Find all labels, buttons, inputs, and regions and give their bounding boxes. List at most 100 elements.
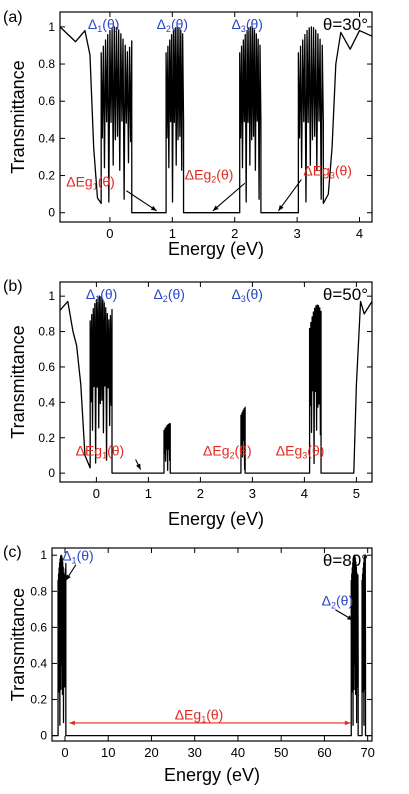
x-axis-label: Energy (eV): [168, 239, 264, 259]
label-sub: 3: [241, 24, 246, 34]
label-arg: (θ): [102, 16, 119, 32]
label-arg: (θ): [77, 548, 94, 564]
transmittance-curve: [52, 554, 372, 737]
gap-arrow-2-shaft: [212, 182, 246, 212]
x-tick-label: 2: [197, 486, 204, 501]
transmittance-curve: [59, 26, 373, 214]
angle-label: θ=50°: [323, 285, 368, 304]
x-tick-label: 1: [145, 486, 152, 501]
band-label-2: Δ2(θ): [157, 16, 189, 34]
gap-arrow-3-head: [278, 205, 284, 211]
gap-arrow-3: [277, 179, 302, 212]
label-sub: 3: [241, 294, 246, 304]
plot-frame: [59, 281, 373, 483]
label-main: ΔEg: [76, 442, 102, 458]
label-arg: (θ): [307, 442, 324, 458]
label-sub: 3: [302, 450, 307, 460]
label-main: ΔEg: [203, 442, 229, 458]
plot-frame: [59, 11, 373, 223]
band-label-2: Δ2(θ): [322, 593, 354, 611]
label-main: Δ: [86, 286, 95, 302]
gap-label-3: ΔEg3(θ): [276, 442, 325, 460]
label-main: ΔEg: [303, 163, 329, 179]
x-tick-label: 30: [187, 745, 201, 760]
band-label-2: Δ2(θ): [153, 286, 185, 304]
label-main: ΔEg: [185, 166, 211, 182]
gap-label-3: ΔEg3(θ): [303, 163, 352, 181]
gap-arrow-1-shaft: [125, 190, 158, 212]
label-arg: (θ): [246, 16, 263, 32]
label-arg: (θ): [98, 174, 115, 190]
label-sub: 2: [211, 174, 216, 184]
panel-label: (a): [3, 9, 23, 26]
x-tick-label: 70: [360, 745, 374, 760]
gap-label-1: ΔEg1(θ): [66, 174, 115, 192]
gap-double-arrow: [69, 720, 351, 726]
panel-2: 0 1 2 3 4 5 0 0.2 0.4 0.6 0.8 1 Energy (eV) Transmitt…: [3, 278, 373, 529]
gap-arrow-1-head: [150, 205, 157, 211]
label-arg: (θ): [246, 286, 263, 302]
band-label-3: Δ3(θ): [231, 286, 263, 304]
x-tick-label: 0: [93, 486, 100, 501]
panel-3: 0 10 20 30 40 50 60 70 0 0.2 0.4 0.6 0.8 1 Energy (eV)…: [3, 544, 375, 785]
label-arg: (θ): [171, 16, 188, 32]
y-tick-label: 0.6: [38, 360, 55, 374]
x-tick-label: 10: [101, 745, 115, 760]
y-tick-label: 1: [48, 289, 55, 303]
x-tick-label: 1: [169, 226, 176, 241]
x-tick-label: 4: [356, 226, 363, 241]
label-sub: 2: [166, 24, 171, 34]
y-tick-label: 0.4: [38, 395, 55, 409]
label-main: Δ: [88, 16, 97, 32]
y-tick-label: 0: [48, 466, 55, 480]
x-tick-label: 3: [249, 486, 256, 501]
label-main: Δ: [153, 286, 162, 302]
panel-label: (b): [3, 278, 23, 295]
label-sub: 2: [163, 294, 168, 304]
gap-double-arrow-head: [69, 720, 75, 726]
y-tick-label: 0.8: [30, 584, 47, 598]
gap-arrow-1-head: [136, 463, 141, 470]
label-arg: (θ): [336, 593, 353, 609]
gap-arrow-1: [125, 190, 158, 212]
y-tick-label: 1: [48, 20, 55, 34]
band-arrow-1: [65, 564, 77, 581]
plot-frame: [51, 547, 373, 742]
y-tick-label: 0.2: [38, 169, 55, 183]
y-tick-label: 0.2: [30, 693, 47, 707]
angle-label: θ=30°: [323, 15, 368, 34]
x-tick-label: 2: [231, 226, 238, 241]
label-sub: 1: [95, 294, 100, 304]
gap-arrow-1: [135, 459, 142, 470]
y-tick-label: 0: [40, 729, 47, 743]
y-tick-label: 0.4: [38, 131, 55, 145]
band-label-3: Δ3(θ): [231, 16, 263, 34]
y-tick-label: 0.8: [38, 57, 55, 71]
y-tick-label: 0.6: [30, 620, 47, 634]
band-label-1: Δ1(θ): [88, 16, 120, 34]
y-axis-label: Transmittance: [8, 60, 28, 173]
x-axis-label: Energy (eV): [168, 509, 264, 529]
label-main: Δ: [231, 16, 240, 32]
gap-arrow-2: [212, 182, 246, 212]
gap-arrow-2-head: [212, 205, 219, 211]
x-tick-label: 3: [294, 226, 301, 241]
label-arg: (θ): [335, 163, 352, 179]
band-arrow-2: [335, 609, 354, 621]
y-tick-label: 0.4: [30, 656, 47, 670]
x-tick-label: 20: [144, 745, 158, 760]
y-tick-label: 0.6: [38, 94, 55, 108]
x-tick-label: 60: [317, 745, 331, 760]
label-main: Δ: [231, 286, 240, 302]
label-sub: 2: [229, 450, 234, 460]
x-axis-label: Energy (eV): [164, 765, 260, 785]
x-tick-label: 5: [353, 486, 360, 501]
x-tick-label: 4: [301, 486, 308, 501]
label-arg: (θ): [168, 286, 185, 302]
y-tick-label: 1: [40, 548, 47, 562]
gap-double-arrow-head: [344, 720, 351, 726]
label-sub: 1: [201, 714, 206, 724]
x-tick-label: 0: [106, 226, 113, 241]
label-arg: (θ): [100, 286, 117, 302]
